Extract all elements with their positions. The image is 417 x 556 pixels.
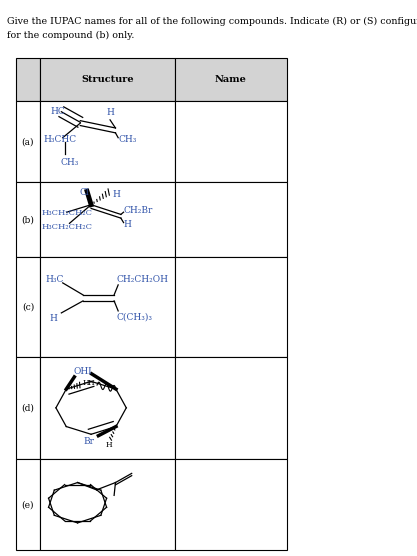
Text: CH₂Br: CH₂Br	[123, 206, 153, 215]
Text: C(CH₃)₃: C(CH₃)₃	[117, 312, 153, 321]
Bar	[175, 257, 287, 357]
Bar	[16, 101, 40, 182]
Text: HC: HC	[50, 107, 65, 116]
Text: Name: Name	[215, 75, 247, 85]
Text: (c): (c)	[22, 302, 34, 311]
Text: Cl: Cl	[80, 188, 89, 197]
Text: H₃CH₂CH₂C: H₃CH₂CH₂C	[41, 209, 92, 217]
Text: H₃CHC: H₃CHC	[44, 135, 77, 144]
Text: H₃C: H₃C	[45, 275, 63, 284]
Text: CH₃: CH₃	[60, 158, 79, 167]
Bar	[175, 357, 287, 459]
Text: Structure: Structure	[81, 75, 134, 85]
Text: (d): (d)	[22, 403, 34, 413]
Bar	[175, 459, 287, 550]
Bar	[175, 182, 287, 257]
Bar	[16, 459, 40, 550]
Text: H: H	[49, 315, 57, 324]
Bar	[175, 58, 287, 101]
Bar	[16, 257, 40, 357]
Text: H: H	[123, 220, 131, 229]
Bar	[40, 459, 175, 550]
Text: H: H	[106, 108, 114, 117]
Text: (b): (b)	[22, 215, 34, 224]
Bar	[40, 101, 175, 182]
Text: H: H	[113, 190, 121, 199]
Bar	[40, 182, 175, 257]
Bar	[16, 58, 40, 101]
Text: CH₂CH₂OH: CH₂CH₂OH	[117, 275, 169, 284]
Bar	[16, 182, 40, 257]
Text: H: H	[106, 441, 113, 449]
Text: H: H	[83, 379, 89, 387]
Text: H₃CH₂CH₂C: H₃CH₂CH₂C	[41, 223, 92, 231]
Text: for the compound (b) only.: for the compound (b) only.	[8, 31, 135, 39]
Text: (a): (a)	[22, 137, 34, 146]
Bar	[175, 101, 287, 182]
Text: Give the IUPAC names for all of the following compounds. Indicate (R) or (S) con: Give the IUPAC names for all of the foll…	[8, 17, 417, 26]
Text: OH: OH	[73, 367, 88, 376]
Text: I: I	[87, 368, 91, 376]
Text: (e): (e)	[22, 500, 34, 509]
Bar	[40, 257, 175, 357]
Bar	[40, 357, 175, 459]
Bar	[16, 357, 40, 459]
Text: Br: Br	[83, 436, 94, 446]
Bar	[40, 58, 175, 101]
Text: H: H	[88, 379, 94, 387]
Text: CH₃: CH₃	[118, 135, 136, 145]
